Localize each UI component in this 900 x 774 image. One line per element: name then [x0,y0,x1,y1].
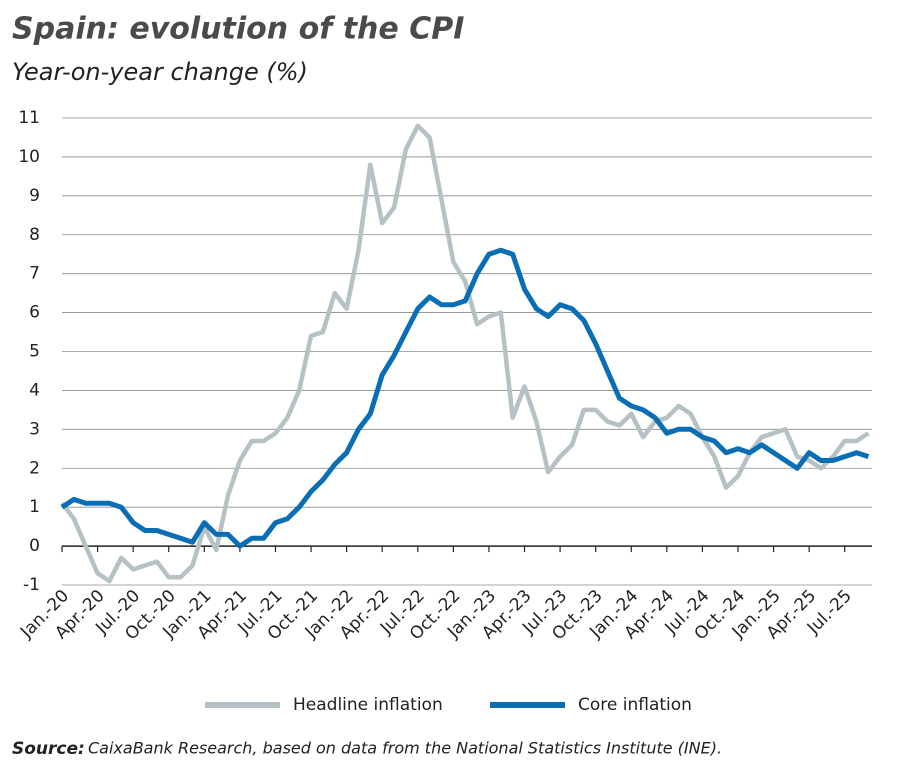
y-tick-label: 11 [18,108,40,128]
source-label: Source: [12,739,85,759]
legend-label: Headline inflation [293,695,443,715]
y-tick-label: 8 [29,225,40,245]
y-tick-label: 9 [29,186,40,206]
y-tick-label: 7 [29,264,40,284]
chart-title: Spain: evolution of the CPI [12,12,464,47]
y-tick-label: 6 [29,303,40,323]
y-tick-label: 2 [29,458,40,478]
y-tick-label: 3 [29,419,40,439]
chart-subtitle: Year-on-year change (%) [12,58,308,86]
legend-label: Core inflation [578,695,692,715]
y-tick-label: 4 [29,380,40,400]
y-tick-label: 1 [29,497,40,517]
data-line [60,123,870,584]
source-text: CaixaBank Research, based on data from t… [88,739,722,758]
data-line [60,247,870,549]
y-tick-label: 10 [18,147,40,167]
y-tick-label: -1 [23,575,40,595]
y-tick-label: 0 [29,536,40,556]
y-tick-label: 5 [29,342,40,362]
